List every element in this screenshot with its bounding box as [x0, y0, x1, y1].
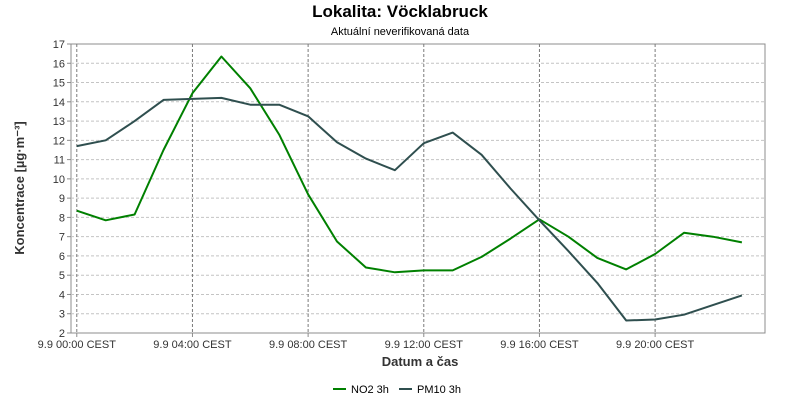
data-point[interactable] — [536, 217, 542, 223]
data-point[interactable] — [247, 102, 253, 108]
x-tick-label: 9.9 20:00 CEST — [616, 339, 695, 351]
data-point[interactable] — [681, 312, 687, 318]
data-point[interactable] — [334, 139, 340, 145]
data-point[interactable] — [392, 269, 398, 275]
data-point[interactable] — [305, 191, 311, 197]
data-point[interactable] — [594, 280, 600, 286]
data-point[interactable] — [450, 267, 456, 273]
data-point[interactable] — [739, 239, 745, 245]
y-tick-label: 2 — [59, 328, 65, 340]
data-point[interactable] — [132, 118, 138, 124]
chart-title: Lokalita: Vöcklabruck — [312, 2, 488, 21]
data-point[interactable] — [103, 217, 109, 223]
data-point[interactable] — [276, 132, 282, 138]
y-tick-label: 10 — [53, 174, 65, 186]
legend-item-pm10[interactable]: PM10 3h — [399, 384, 461, 396]
series-line-pm10-3h — [76, 96, 743, 322]
x-axis-label: Datum a čas — [382, 354, 459, 369]
data-point[interactable] — [710, 302, 716, 308]
y-tick-label: 12 — [53, 135, 65, 147]
data-point[interactable] — [623, 317, 629, 323]
y-tick-label: 8 — [59, 212, 65, 224]
y-tick-label: 17 — [53, 39, 65, 51]
data-point[interactable] — [652, 317, 658, 323]
data-point[interactable] — [276, 102, 282, 108]
y-tick-label: 5 — [59, 270, 65, 282]
legend-label-pm10: PM10 3h — [417, 384, 461, 396]
y-tick-label: 6 — [59, 251, 65, 263]
legend-item-no2[interactable]: NO2 3h — [333, 384, 389, 396]
plot-area — [70, 43, 766, 334]
data-point[interactable] — [334, 238, 340, 244]
data-point[interactable] — [421, 140, 427, 146]
data-point[interactable] — [247, 85, 253, 91]
x-axis-ticks: 9.9 00:00 CEST 9.9 04:00 CEST 9.9 08:00 CE… — [38, 333, 695, 351]
series-line-no2-3h — [76, 55, 743, 274]
data-point[interactable] — [479, 254, 485, 260]
data-point[interactable] — [161, 147, 167, 153]
data-point[interactable] — [363, 156, 369, 162]
data-point[interactable] — [218, 95, 224, 101]
data-point[interactable] — [421, 267, 427, 273]
data-point[interactable] — [103, 137, 109, 143]
y-tick-label: 4 — [59, 289, 65, 301]
x-tick-label: 9.9 00:00 CEST — [38, 339, 117, 351]
data-point[interactable] — [161, 97, 167, 103]
y-tick-label: 15 — [53, 78, 65, 90]
data-point[interactable] — [189, 96, 195, 102]
y-tick-label: 11 — [54, 155, 65, 167]
y-tick-label: 16 — [53, 58, 65, 70]
y-tick-label: 7 — [59, 232, 65, 244]
data-point[interactable] — [508, 186, 514, 192]
data-point[interactable] — [565, 234, 571, 240]
data-point[interactable] — [623, 266, 629, 272]
data-point[interactable] — [74, 208, 80, 214]
y-axis-ticks: 2 3 4 5 6 7 8 9 10 11 12 13 14 15 16 17 — [53, 39, 71, 340]
data-point[interactable] — [739, 292, 745, 298]
data-point[interactable] — [710, 234, 716, 240]
y-tick-label: 14 — [53, 97, 65, 109]
data-point[interactable] — [594, 255, 600, 261]
series-layer — [74, 54, 745, 323]
x-tick-label: 9.9 16:00 CEST — [500, 339, 579, 351]
data-point[interactable] — [681, 230, 687, 236]
x-tick-label: 9.9 04:00 CEST — [153, 339, 232, 351]
legend: NO2 3h PM10 3h — [333, 384, 461, 396]
data-point[interactable] — [189, 90, 195, 96]
data-point[interactable] — [450, 130, 456, 136]
y-tick-label: 3 — [59, 309, 65, 321]
data-point[interactable] — [74, 143, 80, 149]
data-point[interactable] — [218, 54, 224, 60]
data-point[interactable] — [652, 251, 658, 257]
data-point[interactable] — [132, 212, 138, 218]
data-point[interactable] — [508, 236, 514, 242]
chart-subtitle: Aktuální neverifikovaná data — [331, 26, 470, 38]
legend-label-no2: NO2 3h — [351, 384, 389, 396]
data-point[interactable] — [392, 167, 398, 173]
y-tick-label: 9 — [59, 193, 65, 205]
data-point[interactable] — [565, 248, 571, 254]
data-point[interactable] — [363, 264, 369, 270]
grid — [71, 44, 765, 333]
x-tick-label: 9.9 08:00 CEST — [269, 339, 348, 351]
data-point[interactable] — [479, 152, 485, 158]
data-point[interactable] — [305, 113, 311, 119]
x-tick-label: 9.9 12:00 CEST — [385, 339, 464, 351]
y-tick-label: 13 — [53, 116, 65, 128]
y-axis-label: Koncentrace [µg·m⁻³] — [12, 121, 27, 255]
